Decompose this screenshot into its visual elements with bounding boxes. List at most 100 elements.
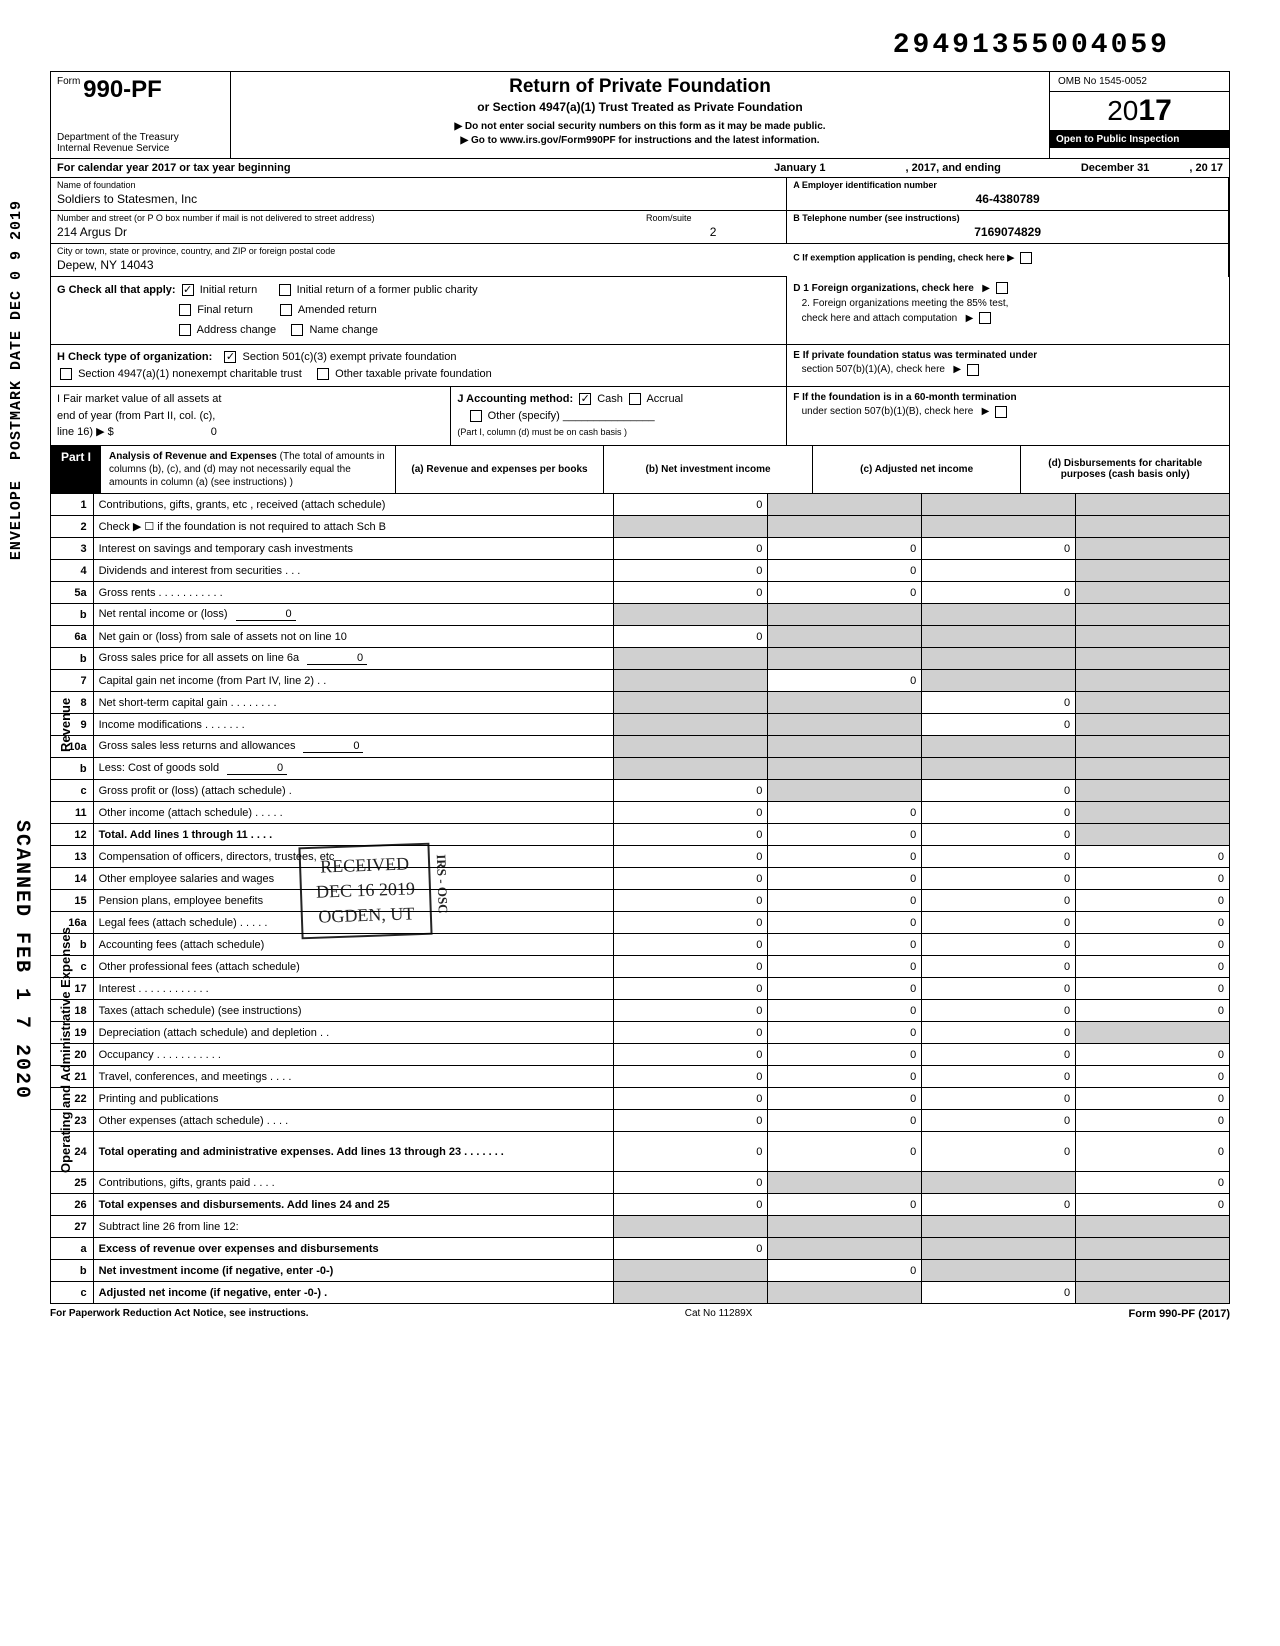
line-description: Gross sales price for all assets on line… — [93, 648, 614, 670]
amount-cell: 0 — [614, 626, 768, 648]
amount-cell — [922, 560, 1076, 582]
amount-cell — [922, 1238, 1076, 1260]
amount-cell: 0 — [922, 1066, 1076, 1088]
amount-cell — [768, 1172, 922, 1194]
line-description: Occupancy . . . . . . . . . . . — [93, 1044, 614, 1066]
amount-cell — [922, 648, 1076, 670]
table-row: bGross sales price for all assets on lin… — [51, 648, 1230, 670]
section-h-e: H Check type of organization: ✓ Section … — [50, 345, 1230, 387]
checkbox-d1[interactable] — [996, 282, 1008, 294]
amount-cell: 0 — [922, 1088, 1076, 1110]
amount-cell — [1076, 714, 1230, 736]
amount-cell: 0 — [614, 824, 768, 846]
table-row: 14Other employee salaries and wages0000 — [51, 868, 1230, 890]
fmv-value: 0 — [117, 424, 217, 441]
amount-cell: 0 — [922, 978, 1076, 1000]
amount-cell — [1076, 1216, 1230, 1238]
line-description: Depreciation (attach schedule) and deple… — [93, 1022, 614, 1044]
amount-cell — [1076, 780, 1230, 802]
amount-cell — [1076, 1022, 1230, 1044]
table-row: 3Interest on savings and temporary cash … — [51, 538, 1230, 560]
line-description: Gross rents . . . . . . . . . . . — [93, 582, 614, 604]
form-header-center: Return of Private Foundation or Section … — [231, 72, 1049, 158]
amount-cell: 0 — [922, 1132, 1076, 1172]
checkbox-final-return[interactable] — [179, 304, 191, 316]
amount-cell: 0 — [1076, 1194, 1230, 1216]
checkbox-accrual[interactable] — [629, 393, 641, 405]
section-g-d: G Check all that apply: ✓ Initial return… — [50, 277, 1230, 345]
catalog-number: Cat No 11289X — [685, 1308, 753, 1320]
amount-cell — [1076, 1282, 1230, 1304]
table-row: 15Pension plans, employee benefits0000 — [51, 890, 1230, 912]
amount-cell: 0 — [614, 868, 768, 890]
checkbox-initial-former[interactable] — [279, 284, 291, 296]
checkbox-501c3[interactable]: ✓ — [224, 351, 236, 363]
amount-cell: 0 — [1076, 868, 1230, 890]
amount-cell — [1076, 648, 1230, 670]
line-description: Other employee salaries and wages — [93, 868, 614, 890]
amount-cell: 0 — [768, 846, 922, 868]
line-number: c — [51, 1282, 94, 1304]
checkbox-address-change[interactable] — [179, 324, 191, 336]
line-description: Taxes (attach schedule) (see instruction… — [93, 1000, 614, 1022]
part-label: Part I — [51, 446, 101, 493]
line-description: Contributions, gifts, grants paid . . . … — [93, 1172, 614, 1194]
line-number: 4 — [51, 560, 94, 582]
amount-cell: 0 — [768, 890, 922, 912]
amount-cell — [614, 516, 768, 538]
amount-cell: 0 — [614, 1022, 768, 1044]
line-description: Legal fees (attach schedule) . . . . . — [93, 912, 614, 934]
amount-cell: 0 — [768, 670, 922, 692]
amount-cell: 0 — [614, 1238, 768, 1260]
line-number: 11 — [51, 802, 94, 824]
amount-cell: 0 — [922, 934, 1076, 956]
checkbox-f[interactable] — [995, 406, 1007, 418]
amount-cell: 0 — [1076, 1088, 1230, 1110]
checkbox-amended[interactable] — [280, 304, 292, 316]
col-d-header: (d) Disbursements for charitable purpose… — [1021, 446, 1229, 493]
checkbox-initial-return[interactable]: ✓ — [182, 284, 194, 296]
amount-cell — [768, 626, 922, 648]
amount-cell: 0 — [768, 560, 922, 582]
amount-cell: 0 — [614, 1044, 768, 1066]
amount-cell: 0 — [614, 538, 768, 560]
line-description: Other income (attach schedule) . . . . . — [93, 802, 614, 824]
checkbox-other-taxable[interactable] — [317, 368, 329, 380]
amount-cell: 0 — [768, 582, 922, 604]
checkbox-name-change[interactable] — [291, 324, 303, 336]
amount-cell: 0 — [614, 582, 768, 604]
table-row: 13Compensation of officers, directors, t… — [51, 846, 1230, 868]
amount-cell: 0 — [1076, 978, 1230, 1000]
table-row: 2Check ▶ ☐ if the foundation is not requ… — [51, 516, 1230, 538]
table-row: bLess: Cost of goods sold0 — [51, 758, 1230, 780]
amount-cell — [768, 1238, 922, 1260]
line-description: Other professional fees (attach schedule… — [93, 956, 614, 978]
amount-cell: 0 — [768, 1194, 922, 1216]
amount-cell: 0 — [614, 1110, 768, 1132]
amount-cell: 0 — [614, 780, 768, 802]
part-1-header: Part I Analysis of Revenue and Expenses … — [50, 446, 1230, 494]
line-description: Net gain or (loss) from sale of assets n… — [93, 626, 614, 648]
revenue-side-label: Revenue — [58, 665, 73, 785]
amount-cell: 0 — [768, 824, 922, 846]
line-description: Gross profit or (loss) (attach schedule)… — [93, 780, 614, 802]
amount-cell: 0 — [922, 714, 1076, 736]
line-number: 1 — [51, 494, 94, 516]
amount-cell — [1076, 604, 1230, 626]
line-description: Total operating and administrative expen… — [93, 1132, 614, 1172]
amount-cell: 0 — [768, 1022, 922, 1044]
checkbox-4947a1[interactable] — [60, 368, 72, 380]
checkbox-c[interactable] — [1020, 252, 1032, 264]
amount-cell — [1076, 494, 1230, 516]
amount-cell — [1076, 1238, 1230, 1260]
line-description: Interest on savings and temporary cash i… — [93, 538, 614, 560]
amount-cell: 0 — [768, 912, 922, 934]
line-number: 3 — [51, 538, 94, 560]
amount-cell: 0 — [768, 868, 922, 890]
checkbox-e[interactable] — [967, 364, 979, 376]
checkbox-d2[interactable] — [979, 312, 991, 324]
section-i-j-f: I Fair market value of all assets at end… — [50, 387, 1230, 446]
telephone: 7169074829 — [793, 225, 1222, 239]
checkbox-cash[interactable]: ✓ — [579, 393, 591, 405]
checkbox-other-method[interactable] — [470, 410, 482, 422]
